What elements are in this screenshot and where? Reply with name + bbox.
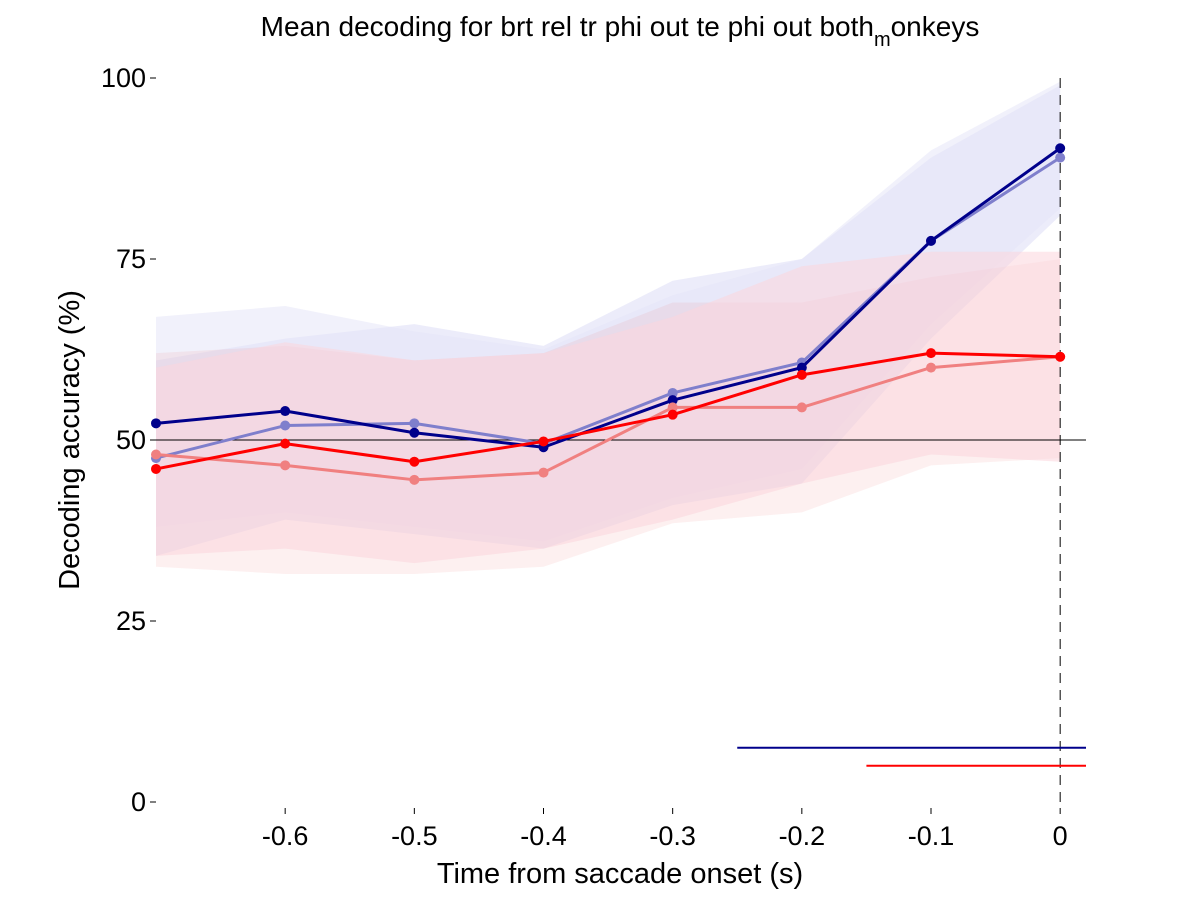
y-tick-label-0: 0 [131,787,146,817]
x-tick-label-5: -0.1 [908,821,955,851]
y-tick-label-50: 50 [116,425,146,455]
series-2-point-6 [926,362,936,373]
series-3-point-4 [667,409,678,420]
series-1-point-2 [409,427,420,438]
series-1-point-6 [926,235,936,246]
chart-title-tail: onkeys [891,11,980,42]
series-3-point-5 [796,369,807,380]
series-3-point-3 [538,436,549,447]
axes: 0 25 50 75 100 -0.6 -0.5 -0.4 -0.3 -0.2 -0.1 0 [101,63,1068,851]
series-1-point-7 [1055,143,1066,154]
x-tick-label-1: -0.5 [391,821,438,851]
series-3-band [156,251,1061,564]
x-tick-label-3: -0.3 [649,821,696,851]
series-0-point-2 [409,418,420,429]
series-2-line [155,355,1061,482]
x-tick-label-2: -0.4 [520,821,567,851]
y-tick-label-75: 75 [116,244,146,274]
series-3-point-1 [280,438,291,449]
x-axis-label: Time from saccade onset (s) [437,858,803,890]
series-1-point-1 [280,406,291,417]
y-tick-label-25: 25 [116,606,146,636]
series-2-point-3 [538,467,549,478]
confidence-bands [156,81,1061,574]
series-3-point-6 [926,348,936,359]
series-2-point-5 [796,402,807,413]
reference-lines [156,78,1086,802]
series-2-point-4 [667,402,678,413]
series-0-point-1 [280,420,291,431]
series-1-line [155,147,1062,449]
series-1-point-4 [667,395,678,406]
x-tick-label-0: -0.6 [262,821,309,851]
series-2-point-0 [151,449,161,460]
x-tick-label-4: -0.2 [779,821,826,851]
series-3-point-7 [1055,351,1066,362]
series-3-line [155,351,1061,471]
y-tick-label-100: 100 [101,63,146,93]
series-3-point-2 [409,456,420,467]
series-2-point-1 [280,460,291,471]
y-axis-label: Decoding accuracy (%) [54,290,86,590]
x-tick-label-6: 0 [1053,821,1068,851]
chart-title-subscript: m [874,29,891,51]
chart-title: Mean decoding for brt rel tr phi out te … [261,11,980,51]
series-3-point-0 [151,463,161,474]
series-0-point-7 [1055,152,1066,163]
series-1-point-0 [151,418,161,429]
series-lines [151,143,1066,485]
series-0-point-4 [667,387,678,398]
series-2-point-2 [409,474,420,485]
significance-bars [737,746,1086,767]
chart-title-main: Mean decoding for brt rel tr phi out te … [261,11,874,42]
series-1-point-5 [796,362,807,373]
